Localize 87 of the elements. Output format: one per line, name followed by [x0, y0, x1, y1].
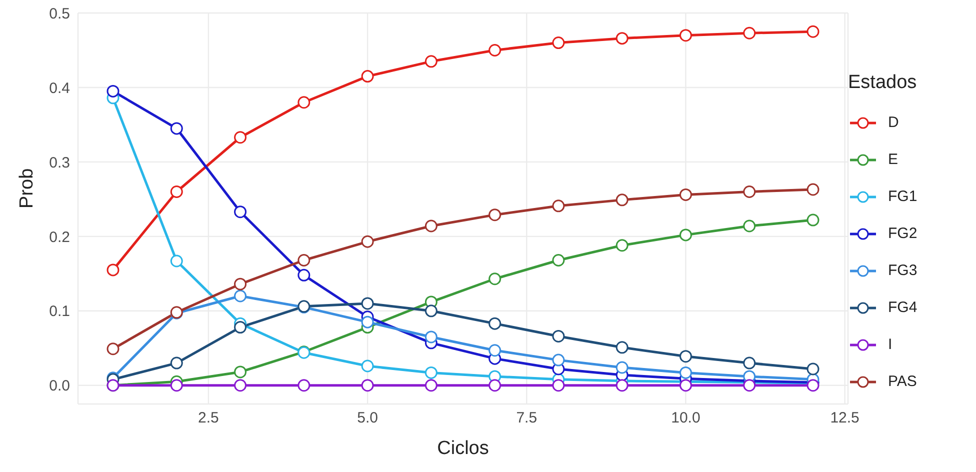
y-tick-label: 0.3: [49, 154, 70, 172]
x-axis-title: Ciclos: [437, 438, 489, 459]
legend-label: FG2: [888, 225, 918, 242]
point: [488, 344, 502, 357]
point: [806, 25, 820, 38]
point: [424, 330, 438, 344]
legend-label: FG3: [888, 262, 918, 279]
point: [743, 26, 756, 40]
point: [743, 379, 756, 392]
legend-title: Estados: [848, 72, 918, 94]
point: [488, 379, 502, 392]
point: [234, 321, 247, 334]
x-tick-label: 10.0: [671, 410, 700, 427]
point: [106, 342, 120, 356]
x-tick-label: 5.0: [357, 410, 378, 427]
point: [424, 304, 438, 318]
point: [679, 188, 692, 201]
y-tick-label: 0.0: [49, 378, 70, 395]
point: [170, 254, 183, 268]
y-tick-label: 0.5: [49, 5, 70, 22]
point: [552, 36, 565, 50]
point: [552, 254, 565, 267]
point: [806, 379, 820, 392]
point: [298, 254, 310, 267]
legend-label: I: [888, 336, 892, 353]
legend-label: FG1: [888, 188, 918, 205]
point: [552, 354, 565, 366]
point: [552, 379, 565, 392]
point: [743, 356, 756, 370]
x-tick-label: 7.5: [516, 410, 538, 427]
point: [616, 194, 628, 206]
point: [234, 206, 247, 218]
point: [424, 220, 438, 232]
point: [679, 350, 692, 363]
point: [743, 220, 756, 232]
point: [806, 183, 820, 196]
point: [106, 84, 120, 98]
point: [616, 32, 628, 45]
point: [424, 55, 438, 68]
point: [234, 379, 247, 392]
x-tick-label: 12.5: [830, 410, 860, 427]
point: [106, 264, 120, 276]
point: [234, 131, 247, 144]
point: [361, 70, 374, 83]
point: [616, 379, 628, 392]
point: [488, 44, 502, 56]
y-tick-label: 0.1: [49, 303, 70, 320]
legend-label: E: [888, 151, 898, 168]
point: [616, 341, 628, 354]
point: [170, 185, 183, 198]
point: [361, 360, 374, 372]
point: [424, 379, 438, 392]
point: [743, 185, 756, 198]
legend-label: PAS: [888, 373, 917, 390]
point: [298, 379, 310, 392]
point: [298, 96, 310, 109]
point: [679, 29, 692, 42]
point: [679, 379, 692, 392]
point: [361, 235, 374, 248]
point: [552, 200, 565, 212]
point: [488, 317, 502, 330]
x-tick-label: 2.5: [198, 410, 219, 427]
point: [361, 297, 374, 310]
point: [298, 268, 310, 282]
point: [234, 278, 247, 290]
point: [361, 379, 374, 392]
point: [234, 290, 247, 302]
point: [170, 379, 183, 392]
point: [234, 366, 247, 378]
point: [361, 316, 374, 328]
point: [424, 366, 438, 379]
point: [488, 208, 502, 222]
y-tick-label: 0.2: [49, 228, 70, 246]
legend-label: FG4: [888, 299, 918, 316]
point: [616, 361, 628, 374]
point: [806, 362, 820, 376]
point: [488, 272, 502, 286]
legend-label: D: [888, 114, 899, 131]
point: [616, 239, 628, 252]
point: [679, 228, 692, 242]
point: [806, 214, 820, 226]
point: [679, 366, 692, 379]
point: [170, 122, 183, 135]
point: [170, 356, 183, 370]
y-tick-label: 0.4: [49, 80, 70, 97]
point: [552, 330, 565, 342]
y-axis-title: Prob: [16, 168, 38, 208]
